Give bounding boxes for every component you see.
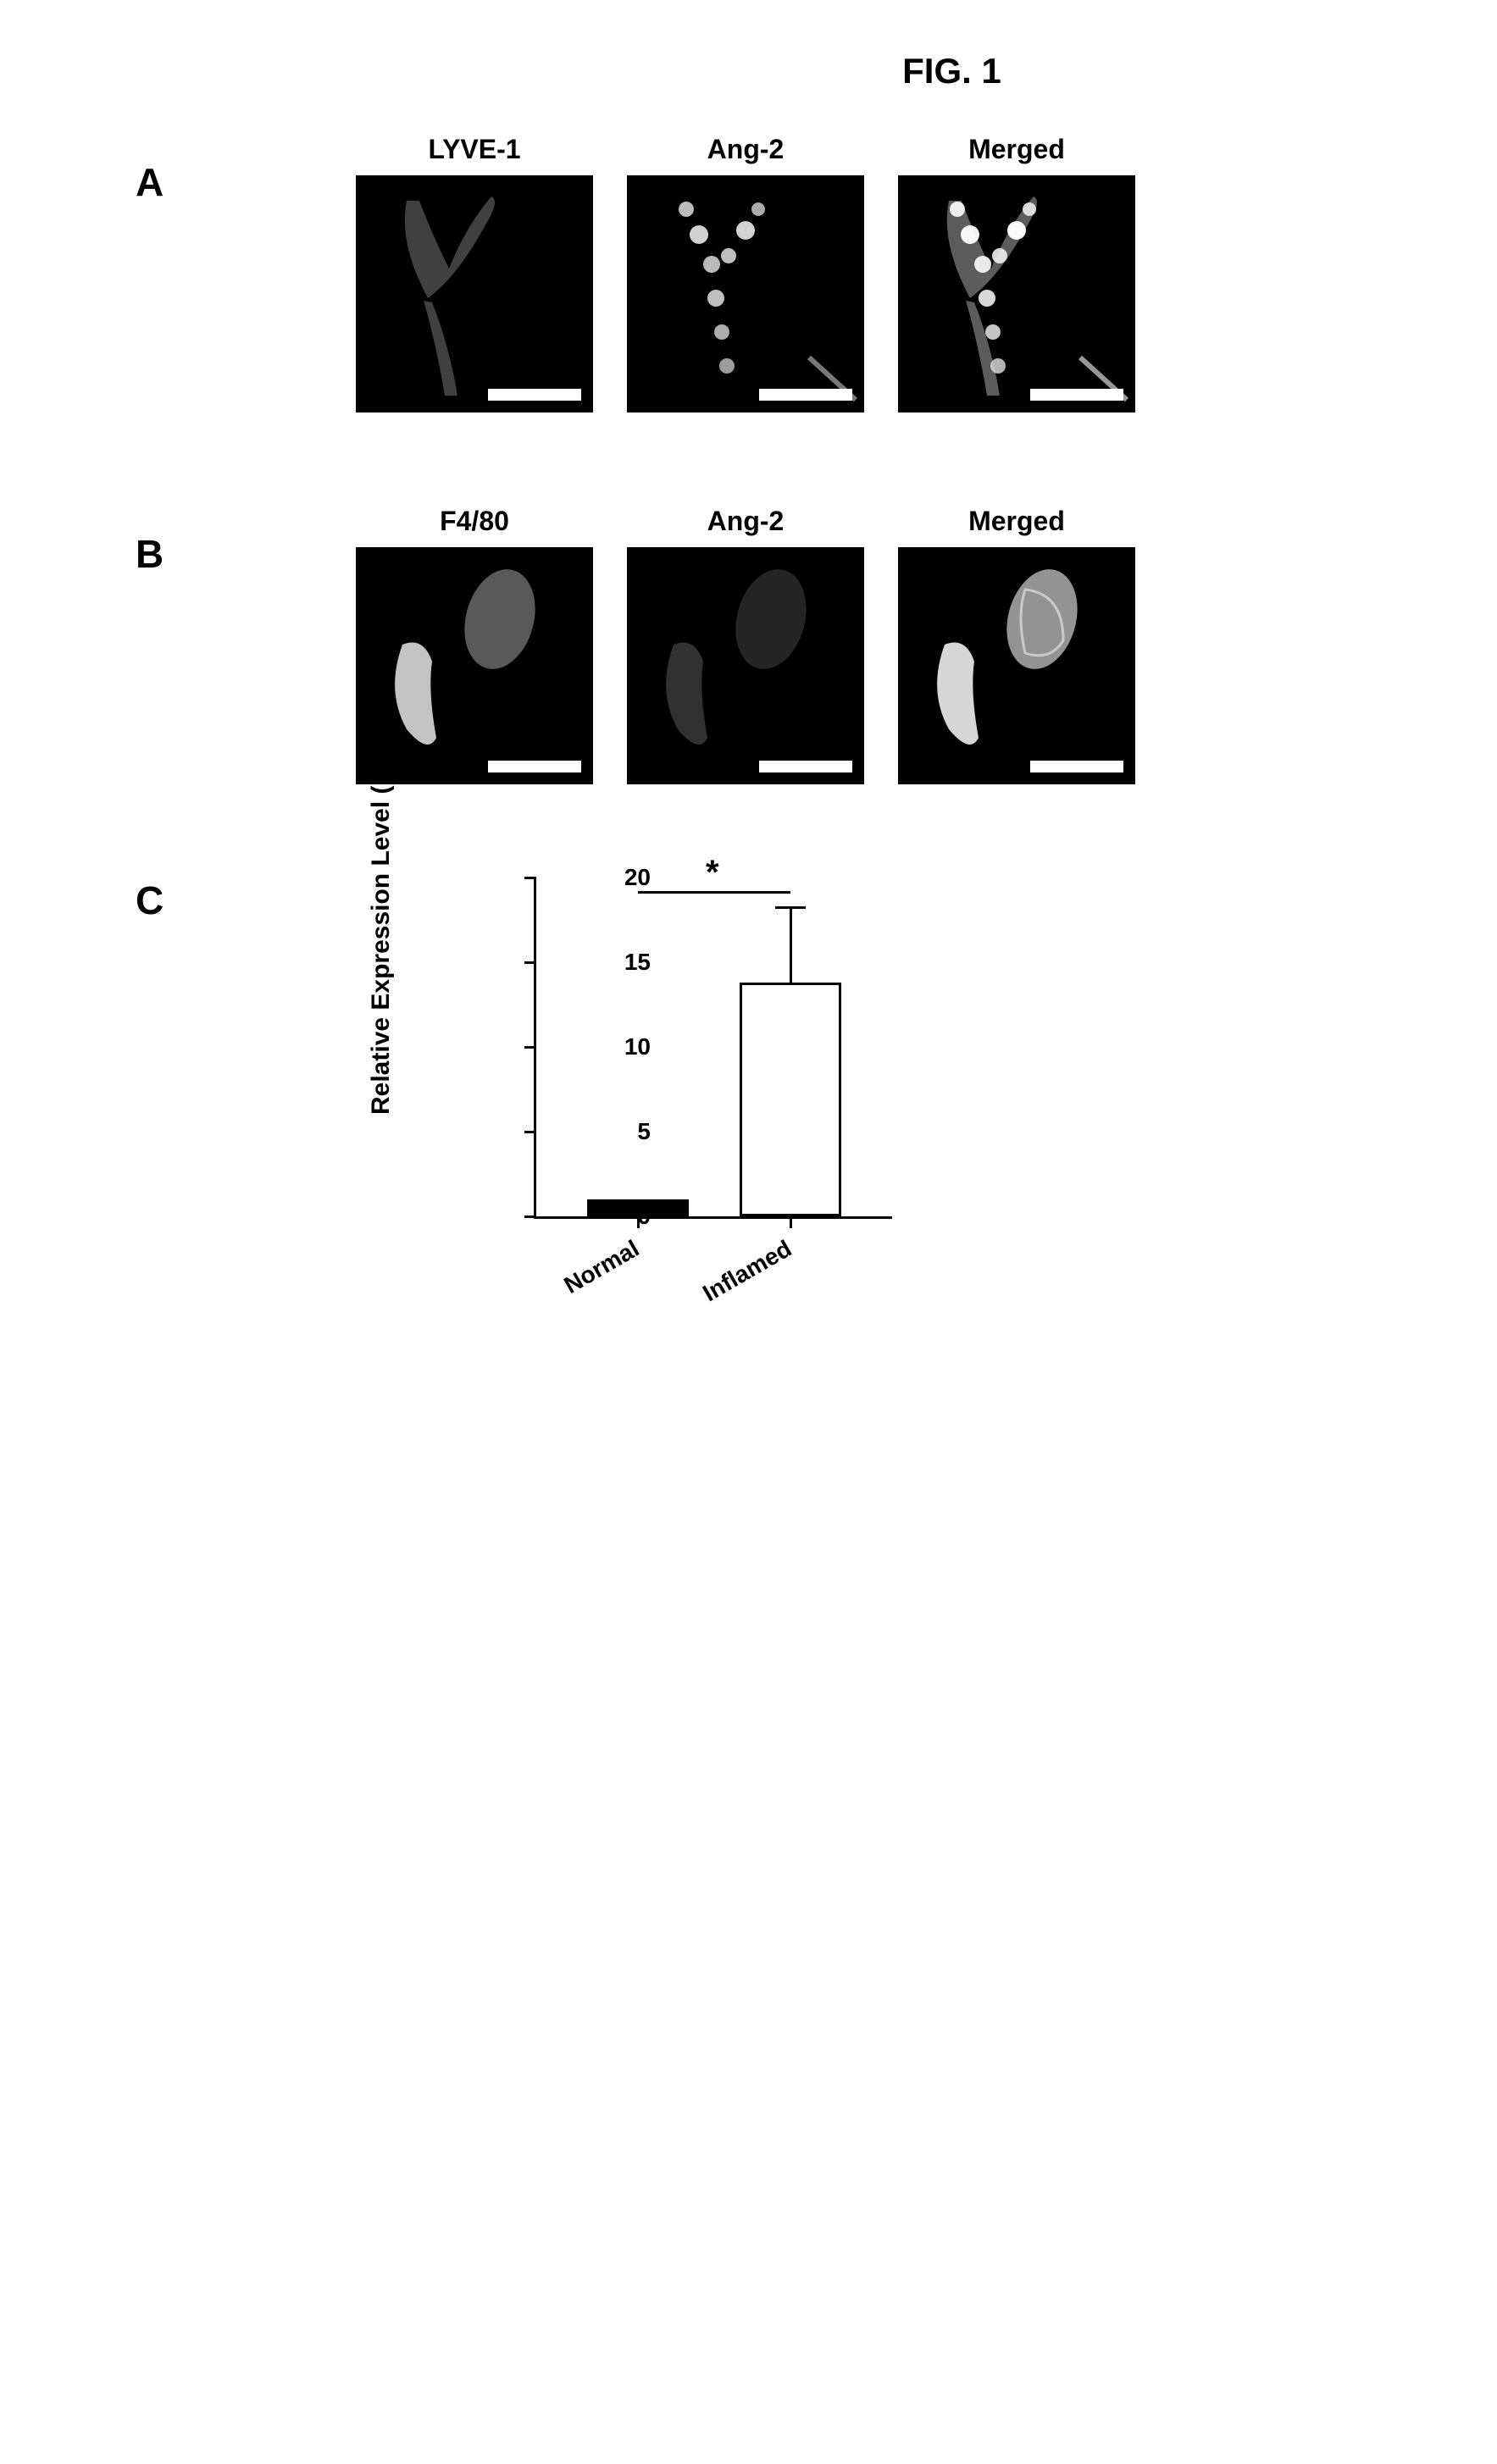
y-tick [524,1131,536,1133]
y-tick-label: 15 [600,949,651,976]
panel-a-label-ang2: Ang-2 [707,134,785,165]
panel-c: C Relative Expression Level (Fold) * 0 5 [51,878,1446,1352]
scale-bar-icon [1030,761,1123,772]
error-bar-stem [790,906,792,983]
bar-inflamed [740,983,841,1216]
y-tick-label: 20 [600,864,651,891]
scale-bar-icon [759,761,852,772]
panel-b-label-merged: Merged [968,506,1065,537]
panel-a-image-row: LYVE-1 Ang-2 [356,134,1446,413]
figure-title: FIG. 1 [457,51,1446,91]
panel-b-cell-ang2: Ang-2 [627,506,864,784]
scale-bar-icon [488,761,581,772]
y-tick [524,877,536,879]
y-tick-label: 0 [600,1203,651,1230]
panel-b-cell-merged: Merged [898,506,1135,784]
scale-bar-icon [1030,389,1123,401]
panel-b-image-row: F4/80 Ang-2 Merged [356,506,1446,784]
panel-a-cell-lyve1: LYVE-1 [356,134,593,413]
panel-a-image-lyve1 [356,175,593,413]
micrograph-shape-icon [356,175,593,413]
panel-label-c: C [136,878,164,923]
panel-label-a: A [136,159,164,205]
panel-a-cell-merged: Merged [898,134,1135,413]
panel-a-label-lyve1: LYVE-1 [428,134,520,165]
micrograph-shape-icon [898,175,1135,413]
x-tick [790,1216,792,1228]
significance-star-icon: * [706,854,719,892]
micrograph-shape-icon [627,175,864,413]
panel-a-label-merged: Merged [968,134,1065,165]
panel-a-cell-ang2: Ang-2 [627,134,864,413]
error-bar-cap [775,906,806,909]
micrograph-shape-icon [627,547,864,784]
panel-a: A LYVE-1 Ang-2 [51,134,1446,413]
scale-bar-icon [759,389,852,401]
panel-b-image-ang2 [627,547,864,784]
y-tick [524,1215,536,1218]
panel-b-label-ang2: Ang-2 [707,506,785,537]
scale-bar-icon [488,389,581,401]
micrograph-shape-icon [898,547,1135,784]
y-tick [524,1046,536,1049]
plot-area: * [534,878,892,1219]
panel-b: B F4/80 Ang-2 Merged [51,506,1446,784]
y-tick [524,961,536,964]
y-tick-label: 10 [600,1033,651,1060]
panel-label-b: B [136,531,164,577]
panel-a-image-merged [898,175,1135,413]
panel-b-image-merged [898,547,1135,784]
bar-chart: Relative Expression Level (Fold) * 0 5 1… [424,878,1017,1352]
y-tick-label: 5 [600,1118,651,1145]
panel-a-image-ang2 [627,175,864,413]
panel-b-label-f480: F4/80 [440,506,509,537]
